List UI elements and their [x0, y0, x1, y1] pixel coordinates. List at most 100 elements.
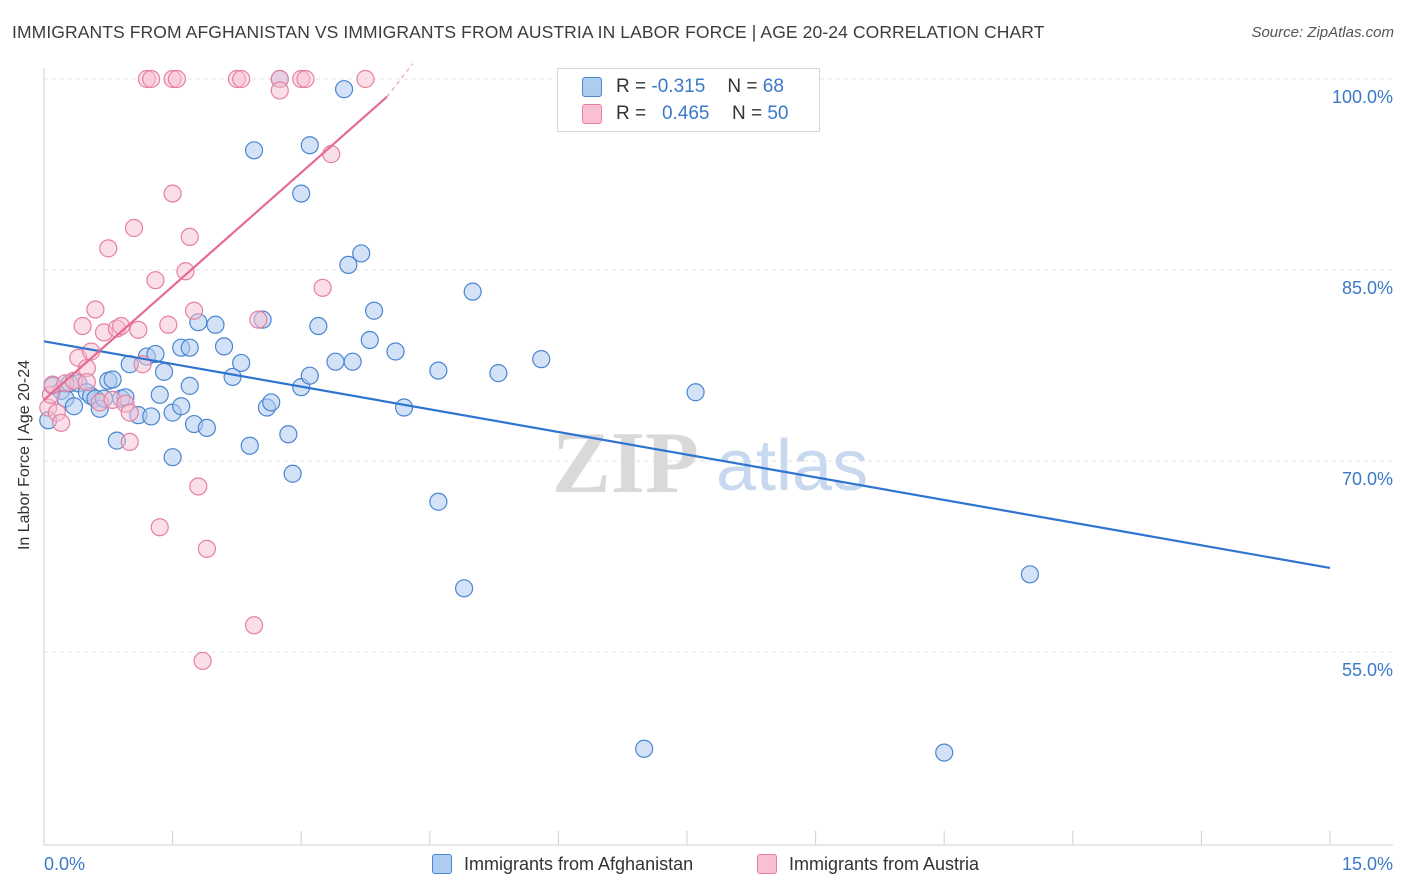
point-austria: [184, 301, 204, 320]
point-afghanistan: [339, 255, 358, 275]
point-afghanistan: [244, 141, 264, 160]
point-afghanistan: [150, 385, 169, 404]
point-afghanistan: [300, 366, 319, 385]
point-afghanistan: [279, 425, 298, 444]
legend-r-value: 0.465: [661, 103, 710, 124]
point-austria: [124, 218, 144, 238]
legend-row-austria: R = 0.465 N = 50: [582, 102, 788, 126]
point-austria: [356, 69, 375, 89]
legend-n-value: 68: [762, 76, 784, 97]
point-austria: [296, 69, 315, 89]
correlation-legend: R = -0.315 N = 68 R = 0.465 N = 50: [557, 68, 820, 132]
point-austria: [146, 271, 165, 290]
point-austria: [150, 518, 169, 537]
bottom-legend-afghanistan: Immigrants from Afghanistan: [432, 852, 693, 876]
point-austria: [120, 432, 139, 451]
point-austria: [120, 403, 139, 422]
point-afghanistan: [334, 80, 354, 99]
watermark-zip: ZIP: [552, 415, 699, 512]
point-austria: [313, 278, 332, 297]
point-afghanistan: [429, 361, 448, 380]
point-austria: [244, 616, 264, 635]
point-afghanistan: [180, 338, 199, 357]
trend-line-afghanistan: [43, 340, 1331, 570]
legend-r-value: -0.315: [651, 76, 706, 97]
legend-r-label: R =: [616, 76, 647, 97]
point-austria: [77, 372, 96, 392]
point-austria: [159, 315, 178, 334]
point-afghanistan: [463, 282, 482, 301]
x-tick-labels: 0.0% 15.0%: [44, 854, 1393, 874]
point-afghanistan: [232, 353, 251, 373]
legend-swatch-afghanistan: [582, 77, 602, 97]
point-austria: [322, 145, 341, 164]
x-tick-label-min: 0.0%: [44, 854, 85, 874]
legend-swatch-austria: [582, 104, 602, 124]
point-austria: [129, 320, 148, 339]
point-afghanistan: [364, 301, 384, 320]
trend-line-austria: [43, 96, 388, 401]
point-austria: [167, 69, 186, 89]
series-austria: [39, 69, 375, 671]
chart-title: IMMIGRANTS FROM AFGHANISTAN VS IMMIGRANT…: [12, 22, 1045, 42]
point-austria: [193, 651, 212, 671]
source-label: Source: ZipAtlas.com: [1251, 24, 1394, 41]
legend-n-value: 50: [767, 103, 789, 124]
trend-lines: [43, 63, 1331, 570]
watermark-atlas: atlas: [716, 426, 868, 506]
legend-n-label: N =: [731, 103, 763, 124]
y-tick-label: 85.0%: [1342, 278, 1393, 298]
point-afghanistan: [146, 344, 165, 364]
point-afghanistan: [214, 337, 234, 356]
point-afghanistan: [686, 383, 705, 402]
point-austria: [176, 262, 195, 281]
point-afghanistan: [1020, 565, 1040, 584]
y-tick-label: 70.0%: [1342, 469, 1393, 489]
point-afghanistan: [326, 352, 345, 371]
point-afghanistan: [489, 364, 508, 383]
point-afghanistan: [532, 350, 551, 369]
point-afghanistan: [635, 739, 654, 758]
legend-r-label: R =: [616, 103, 647, 124]
point-afghanistan: [935, 743, 954, 762]
point-afghanistan: [240, 436, 259, 455]
y-axis-label: In Labor Force | Age 20-24: [16, 359, 33, 551]
point-afghanistan: [454, 579, 474, 598]
series-afghanistan: [39, 69, 1040, 762]
bottom-legend-label-austria: Immigrants from Austria: [789, 853, 980, 874]
point-afghanistan: [163, 448, 182, 467]
point-austria: [189, 477, 208, 496]
point-afghanistan: [343, 352, 362, 371]
point-afghanistan: [172, 397, 191, 416]
point-afghanistan: [360, 330, 379, 350]
point-afghanistan: [180, 376, 199, 395]
point-afghanistan: [394, 398, 414, 417]
legend-n-label: N =: [727, 76, 758, 97]
x-tick-label-max: 15.0%: [1342, 854, 1393, 874]
point-austria: [249, 310, 268, 329]
point-afghanistan: [292, 184, 311, 203]
point-austria: [197, 539, 216, 558]
point-afghanistan: [352, 244, 371, 263]
point-austria: [232, 69, 251, 89]
point-austria: [99, 239, 118, 258]
point-afghanistan: [262, 393, 281, 412]
point-austria: [112, 316, 131, 336]
point-afghanistan: [386, 342, 405, 361]
point-austria: [142, 69, 161, 89]
point-afghanistan: [64, 397, 84, 416]
point-austria: [163, 184, 182, 203]
point-afghanistan: [197, 418, 216, 437]
axes: [43, 68, 1393, 846]
point-afghanistan: [142, 407, 161, 426]
point-afghanistan: [283, 464, 302, 483]
point-afghanistan: [103, 370, 122, 389]
point-afghanistan: [154, 362, 174, 381]
trend-line-austria-extension: [386, 63, 414, 98]
watermark: ZIP atlas: [552, 415, 868, 512]
point-austria: [73, 316, 92, 336]
bottom-legend-label-afghanistan: Immigrants from Afghanistan: [464, 853, 694, 874]
point-afghanistan: [300, 136, 319, 155]
point-austria: [52, 413, 71, 432]
